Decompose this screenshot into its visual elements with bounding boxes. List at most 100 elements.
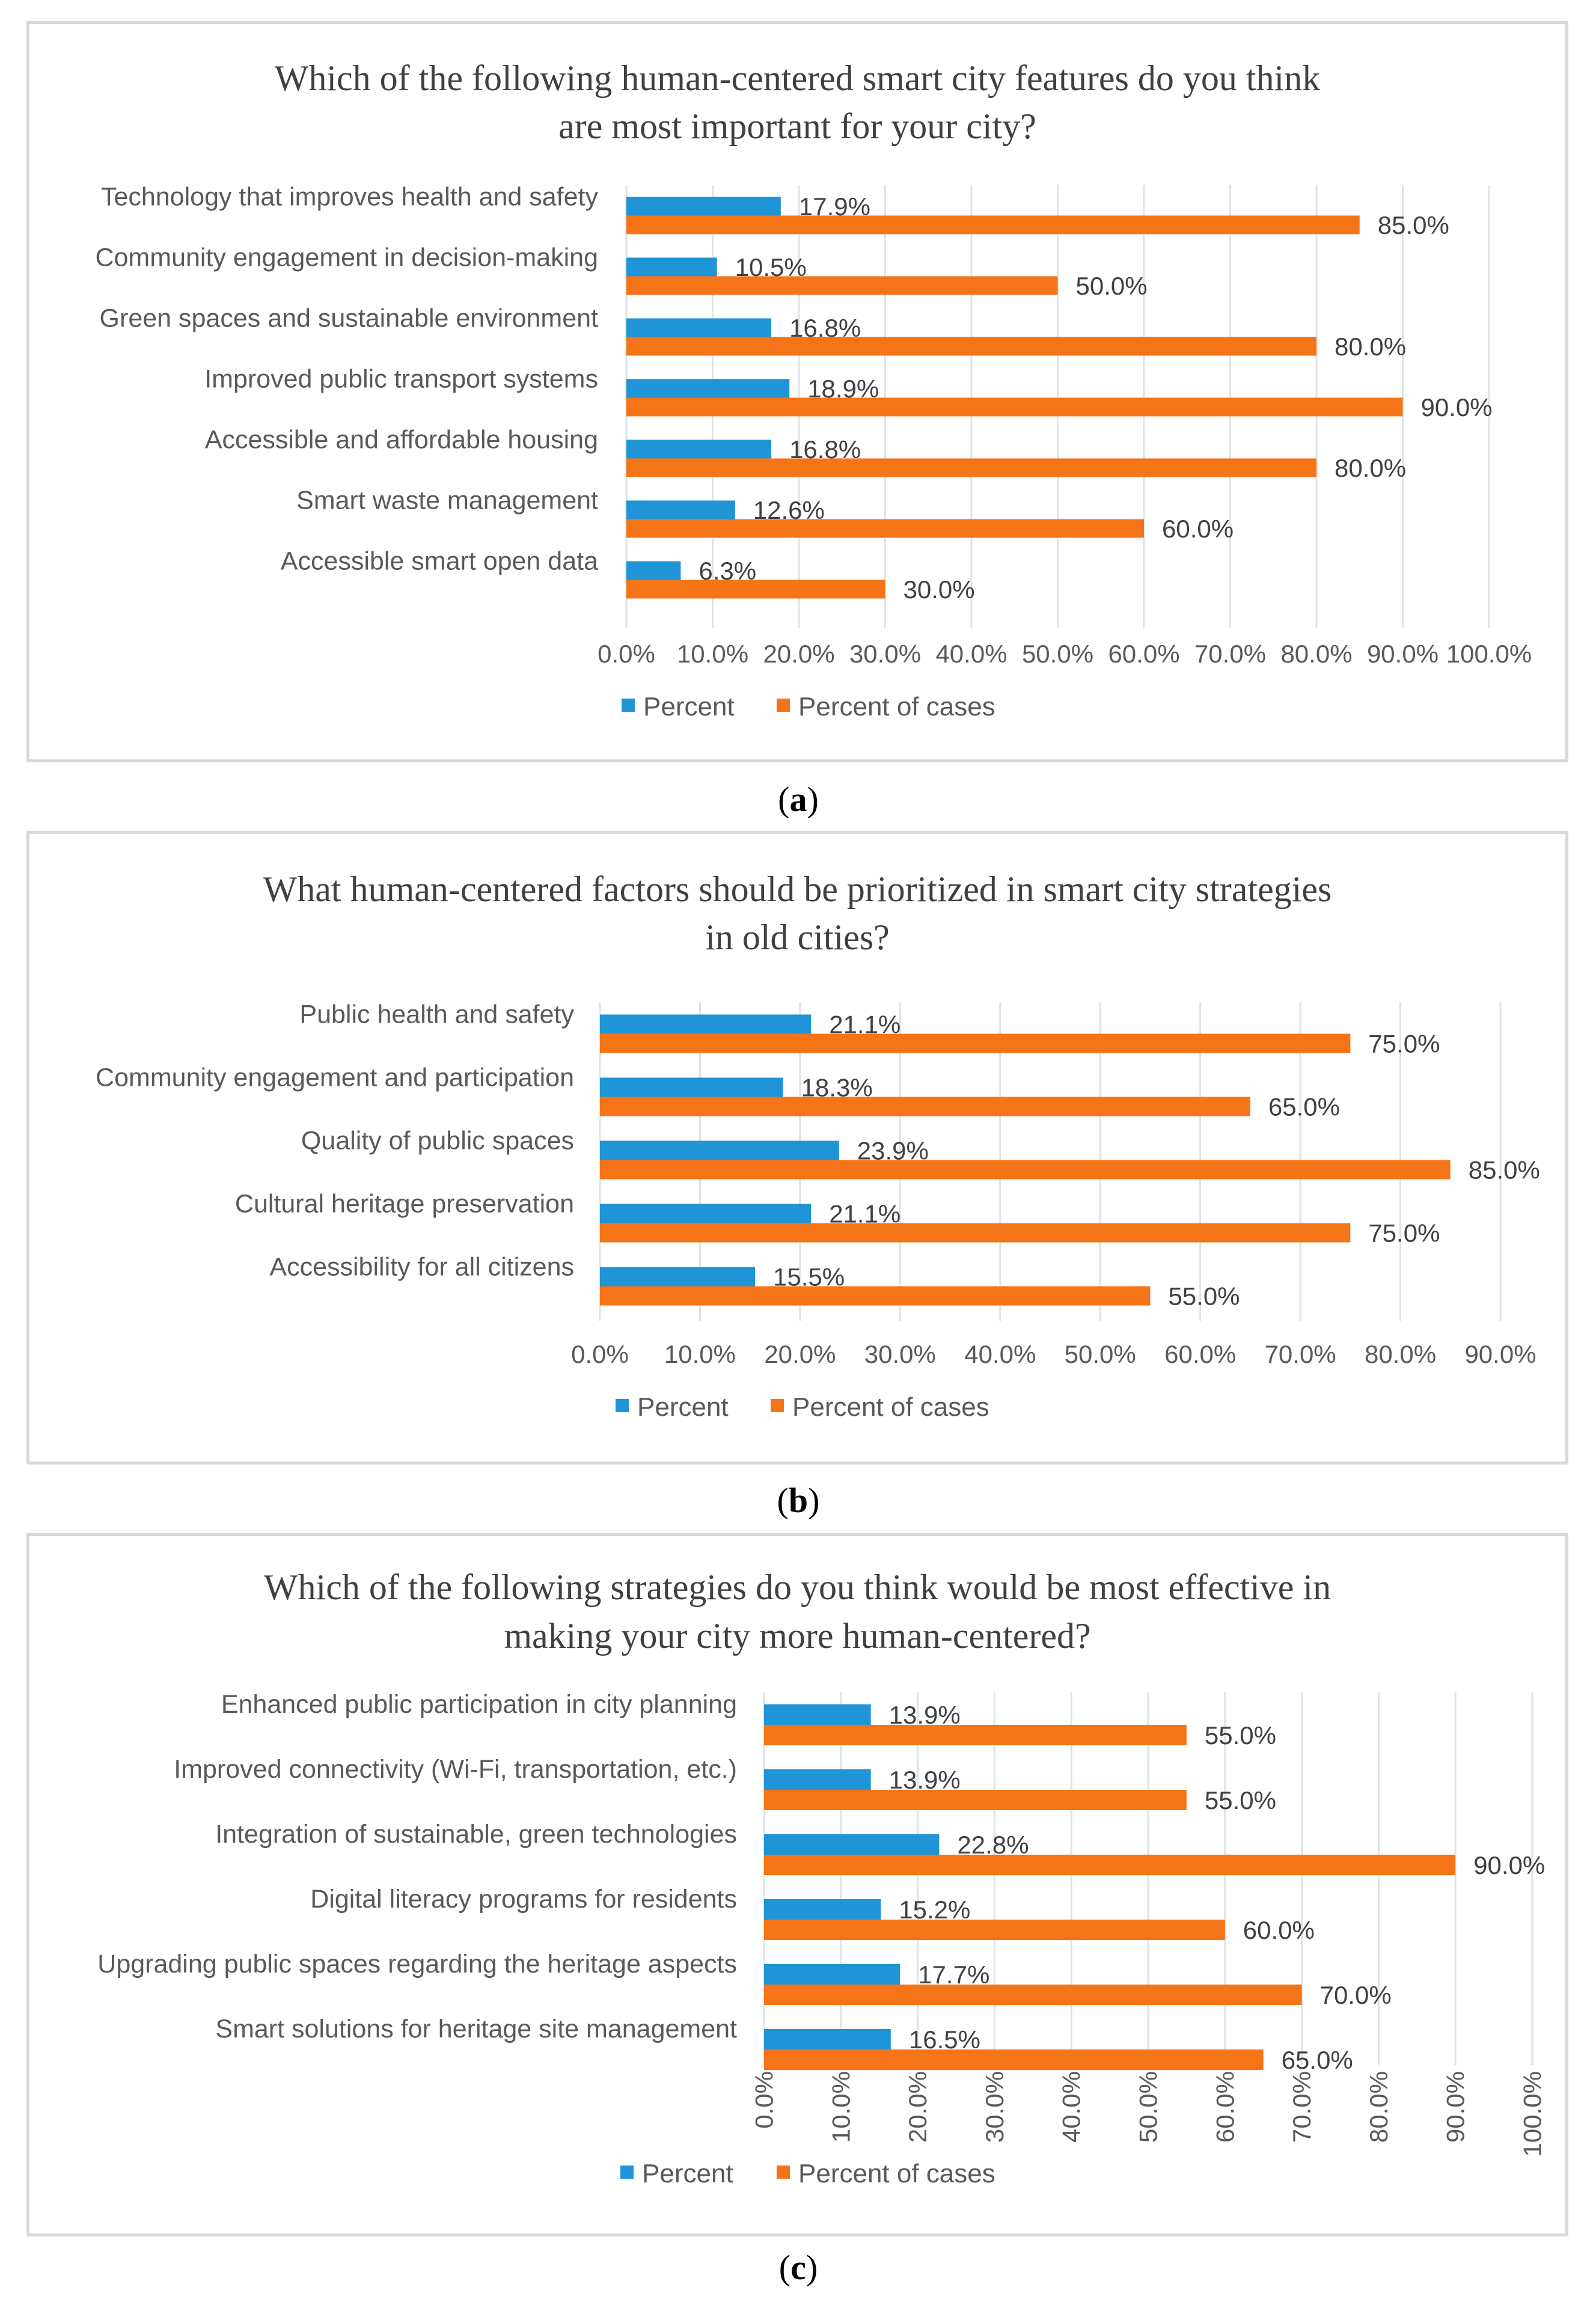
- bar-percent: [626, 318, 772, 337]
- bar-percent: [600, 1140, 839, 1160]
- x-tick-label: 60.0%: [1211, 2071, 1239, 2143]
- category-label: Green spaces and sustainable environment: [100, 304, 599, 333]
- bar-percent-of-cases: [626, 276, 1058, 295]
- category-label: Community engagement and participation: [96, 1064, 574, 1092]
- chart-title-line-2: making your city more human-centered?: [504, 1616, 1090, 1656]
- x-tick-label: 20.0%: [903, 2071, 932, 2143]
- x-tick-label: 70.0%: [1288, 2071, 1316, 2143]
- data-label-percent: 22.8%: [957, 1831, 1029, 1859]
- category-label: Accessibility for all citizens: [269, 1253, 574, 1282]
- bar-percent: [764, 1899, 881, 1920]
- bar-percent: [626, 379, 790, 398]
- bar-percent-of-cases: [626, 397, 1403, 417]
- x-tick-label: 80.0%: [1365, 2071, 1393, 2143]
- data-label-percent: 15.2%: [899, 1896, 970, 1924]
- category-label: Accessible and affordable housing: [205, 426, 598, 455]
- bar-percent: [626, 439, 772, 459]
- chart-title-line-2: in old cities?: [705, 917, 890, 957]
- chart-a: Which of the following human-centered sm…: [95, 58, 1532, 721]
- chart-title-line-1: Which of the following strategies do you…: [264, 1567, 1331, 1607]
- legend-swatch-percent-of-cases: [771, 1399, 784, 1412]
- x-tick-label: 50.0%: [1022, 640, 1093, 668]
- category-label: Cultural heritage preservation: [235, 1190, 574, 1219]
- x-tick-label: 10.0%: [827, 2071, 855, 2143]
- x-tick-label: 70.0%: [1265, 1340, 1336, 1368]
- legend-swatch-percent: [622, 699, 635, 712]
- x-tick-label: 30.0%: [980, 2071, 1009, 2143]
- bar-percent-of-cases: [764, 1920, 1225, 1940]
- data-label-percent-of-cases: 55.0%: [1205, 1786, 1276, 1814]
- category-label: Quality of public spaces: [301, 1127, 574, 1156]
- data-label-percent-of-cases: 85.0%: [1378, 211, 1449, 239]
- bar-percent: [600, 1204, 812, 1223]
- category-label: Integration of sustainable, green techno…: [215, 1820, 737, 1849]
- legend-label-percent: Percent: [637, 1392, 729, 1422]
- bar-percent: [600, 1267, 755, 1287]
- x-tick-label: 40.0%: [964, 1340, 1036, 1368]
- bar-percent-of-cases: [764, 1725, 1187, 1745]
- bar-percent-of-cases: [764, 2049, 1264, 2070]
- data-label-percent: 16.5%: [909, 2025, 980, 2054]
- bar-percent: [626, 500, 735, 519]
- x-tick-label: 20.0%: [763, 640, 834, 668]
- chart-b: What human-centered factors should be pr…: [96, 869, 1540, 1422]
- data-label-percent-of-cases: 80.0%: [1335, 332, 1406, 361]
- x-tick-label: 30.0%: [864, 1340, 936, 1368]
- data-label-percent-of-cases: 75.0%: [1368, 1030, 1440, 1058]
- bar-percent: [764, 1964, 900, 1985]
- category-label: Enhanced public participation in city pl…: [221, 1690, 737, 1719]
- data-label-percent-of-cases: 90.0%: [1421, 393, 1493, 421]
- data-label-percent: 13.9%: [889, 1766, 961, 1794]
- bar-percent-of-cases: [764, 1985, 1302, 2005]
- bar-percent-of-cases: [600, 1286, 1151, 1306]
- data-label-percent-of-cases: 65.0%: [1282, 2046, 1353, 2074]
- category-label: Community engagement in decision-making: [95, 243, 598, 272]
- x-tick-label: 100.0%: [1518, 2071, 1547, 2156]
- data-label-percent-of-cases: 50.0%: [1076, 272, 1148, 300]
- x-tick-label: 70.0%: [1194, 640, 1266, 668]
- x-tick-label: 60.0%: [1164, 1340, 1236, 1368]
- bar-percent-of-cases: [626, 519, 1144, 538]
- bar-percent-of-cases: [626, 337, 1316, 356]
- data-label-percent-of-cases: 80.0%: [1335, 454, 1406, 482]
- data-label-percent-of-cases: 60.0%: [1162, 515, 1234, 543]
- x-tick-label: 20.0%: [764, 1340, 836, 1368]
- chart-title-line-1: Which of the following human-centered sm…: [275, 58, 1320, 98]
- legend-label-percent-of-cases: Percent of cases: [792, 1392, 989, 1422]
- bar-percent: [626, 561, 681, 580]
- data-label-percent-of-cases: 70.0%: [1320, 1981, 1392, 2009]
- bar-percent: [626, 197, 781, 216]
- category-label: Improved public transport systems: [204, 365, 598, 394]
- bar-percent: [764, 2029, 891, 2049]
- caption-b: (b): [777, 1481, 820, 1520]
- bar-percent-of-cases: [600, 1033, 1351, 1053]
- category-label: Improved connectivity (Wi-Fi, transporta…: [174, 1755, 737, 1784]
- chart-panel-c: Which of the following strategies do you…: [26, 1533, 1568, 2236]
- bar-percent: [600, 1014, 812, 1034]
- category-label: Upgrading public spaces regarding the he…: [97, 1950, 737, 1979]
- bar-percent: [764, 1704, 871, 1725]
- bar-percent-of-cases: [764, 1790, 1187, 1810]
- category-label: Technology that improves health and safe…: [101, 183, 599, 212]
- data-label-percent-of-cases: 90.0%: [1473, 1851, 1545, 1879]
- chart-title-line-2: are most important for your city?: [558, 106, 1036, 146]
- bar-percent: [764, 1769, 871, 1790]
- legend-swatch-percent: [620, 2166, 634, 2179]
- legend-swatch-percent-of-cases: [777, 699, 790, 712]
- legend-label-percent: Percent: [643, 692, 735, 721]
- bar-percent-of-cases: [600, 1160, 1451, 1180]
- data-label-percent-of-cases: 65.0%: [1268, 1093, 1340, 1121]
- x-tick-label: 40.0%: [935, 640, 1007, 668]
- x-tick-label: 0.0%: [750, 2071, 778, 2129]
- x-tick-label: 50.0%: [1134, 2071, 1163, 2143]
- x-tick-label: 80.0%: [1280, 640, 1352, 668]
- legend-swatch-percent-of-cases: [777, 2166, 790, 2179]
- data-label-percent: 13.9%: [889, 1701, 961, 1729]
- bar-percent: [764, 1834, 940, 1855]
- category-label: Digital literacy programs for residents: [310, 1885, 737, 1914]
- bar-percent-of-cases: [600, 1097, 1250, 1116]
- legend-label-percent: Percent: [642, 2159, 733, 2188]
- bar-percent: [600, 1077, 783, 1097]
- category-label: Public health and safety: [299, 1000, 574, 1029]
- x-tick-label: 0.0%: [571, 1340, 629, 1368]
